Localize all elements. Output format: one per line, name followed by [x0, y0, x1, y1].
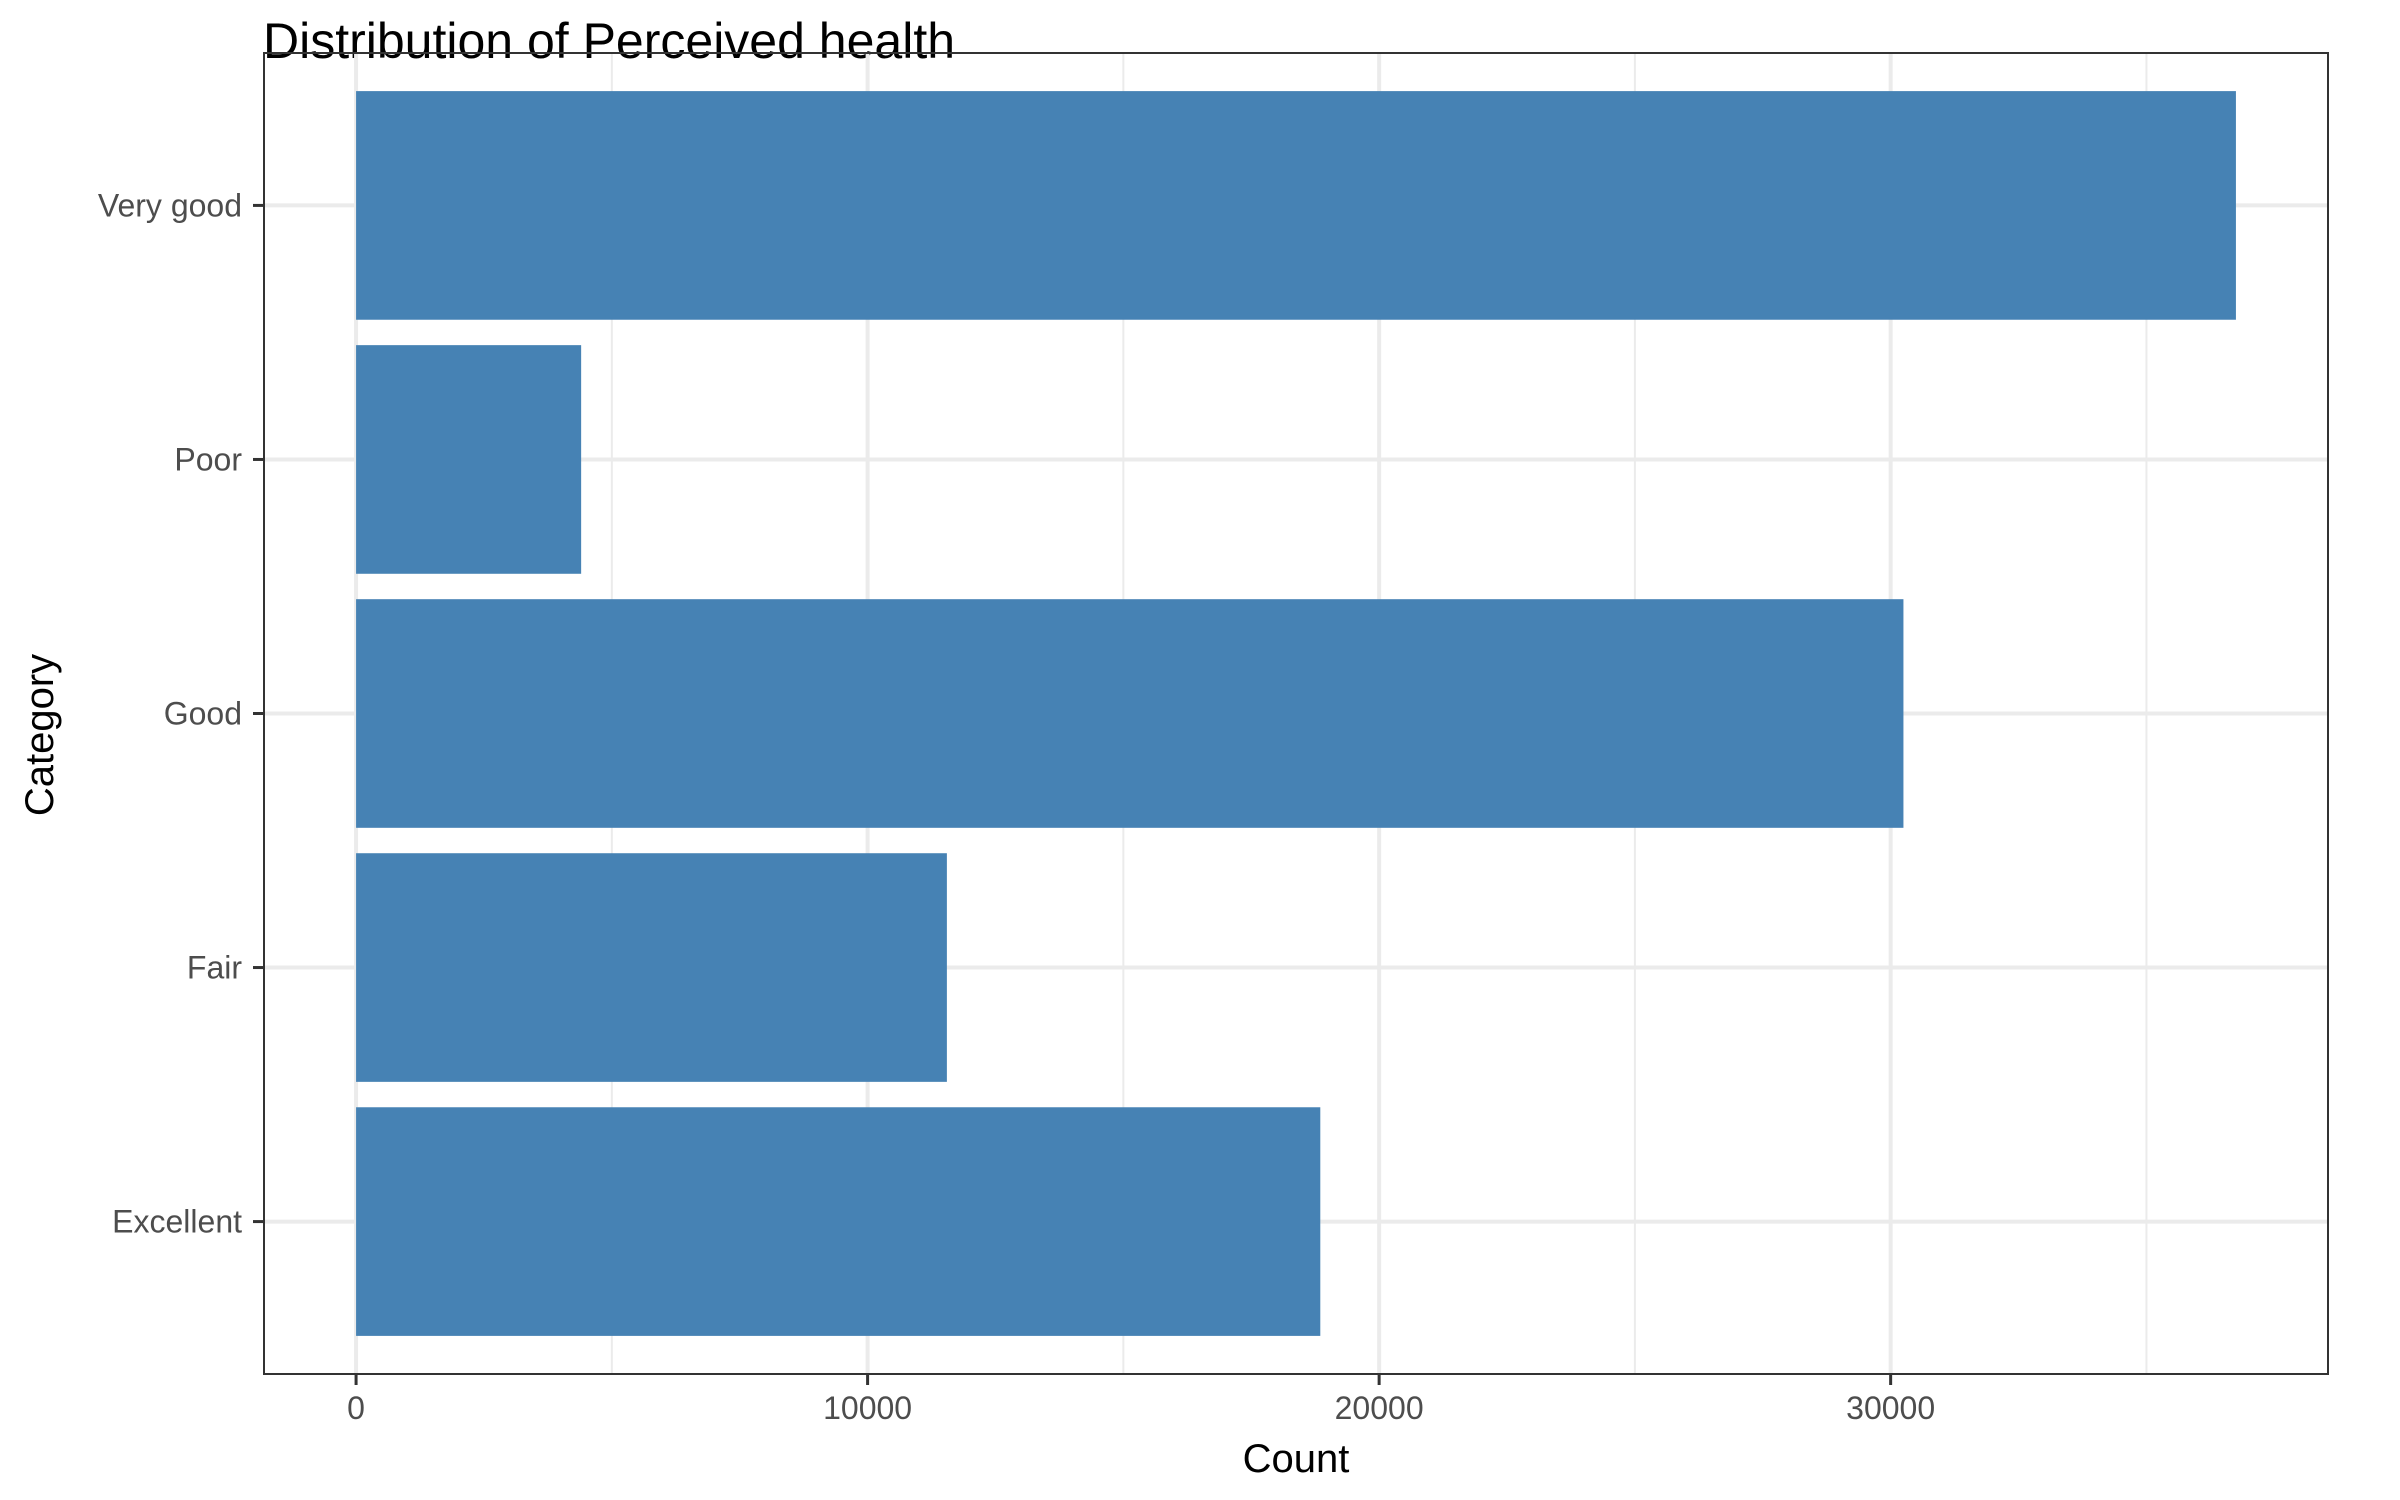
y-axis: Excellent Fair Good Poor Very good [98, 187, 264, 1240]
y-tick-label: Very good [98, 187, 242, 223]
x-axis-title: Count [1243, 1437, 1350, 1481]
bar-fair [356, 853, 947, 1082]
chart-title: Distribution of Perceived health [263, 13, 955, 69]
bars [356, 91, 2236, 1336]
bar-good [356, 599, 1904, 828]
x-tick-label: 10000 [823, 1390, 912, 1426]
y-tick-label: Poor [174, 441, 242, 477]
bar-very-good [356, 91, 2236, 320]
y-tick-label: Fair [187, 950, 242, 986]
bar-excellent [356, 1107, 1321, 1336]
x-tick-label: 30000 [1846, 1390, 1935, 1426]
y-tick-label: Good [164, 696, 242, 732]
bar-poor [356, 345, 582, 574]
x-tick-label: 0 [347, 1390, 365, 1426]
y-axis-title: Category [18, 654, 62, 816]
x-axis: 0 10000 20000 30000 [347, 1374, 1935, 1426]
y-tick-label: Excellent [112, 1204, 242, 1240]
x-tick-label: 20000 [1335, 1390, 1424, 1426]
